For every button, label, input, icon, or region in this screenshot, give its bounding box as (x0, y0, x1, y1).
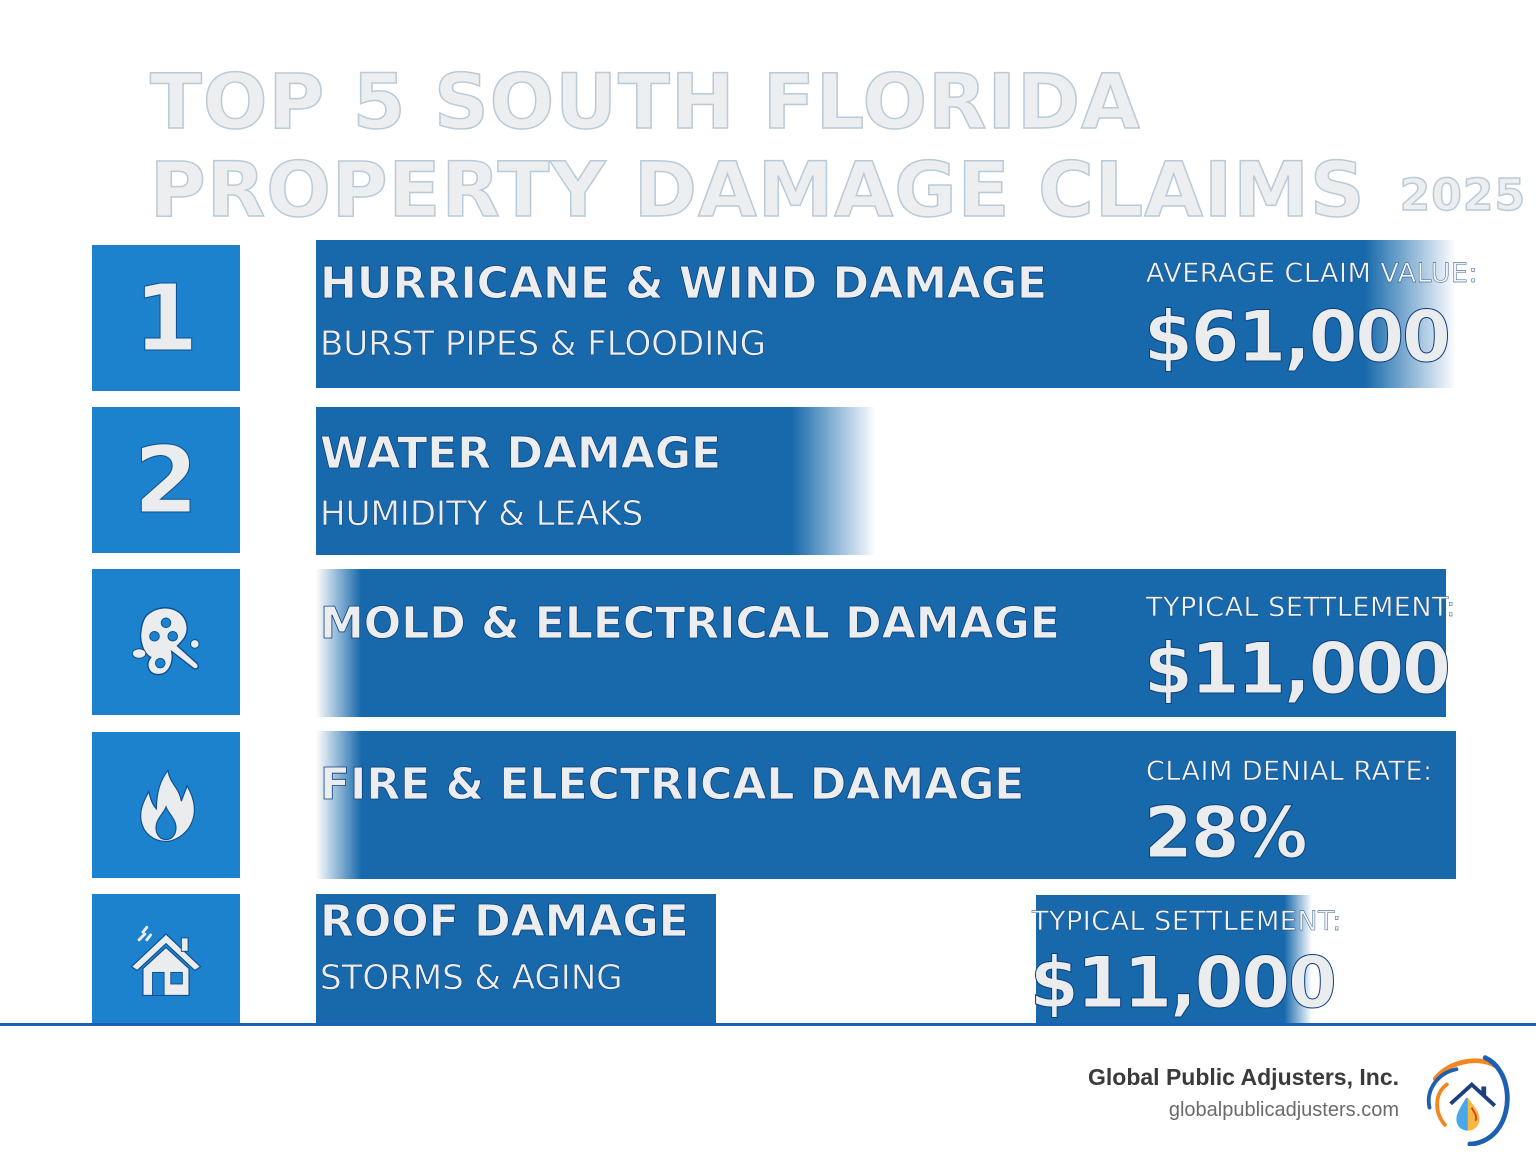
claim-title-4: FIRE & ELECTRICAL DAMAGE (320, 759, 1025, 811)
claim-bar-4 (316, 731, 1456, 879)
claim-title-1: HURRICANE & WIND DAMAGE (320, 258, 1048, 310)
claim-title-5: ROOF DAMAGE (320, 896, 689, 948)
company-logo-icon (1426, 1055, 1510, 1146)
stat-value-3: $11,000 (1144, 628, 1452, 711)
stat-value-1: $61,000 (1144, 296, 1452, 379)
title-line-1: TOP 5 SOUTH FLORIDA (149, 57, 1141, 147)
title-line-2-text: PROPERTY DAMAGE CLAIMS (149, 145, 1366, 235)
claim-subtitle-1: BURST PIPES & FLOODING (320, 324, 767, 365)
company-name: Global Public Adjusters, Inc. (1088, 1064, 1399, 1090)
stat-label-5: TYPICAL SETTLEMENT: (1032, 906, 1342, 937)
rank-number-1: 1 (133, 264, 198, 372)
house-icon (130, 925, 202, 997)
claim-title-2: WATER DAMAGE (320, 428, 722, 480)
title-line-2: PROPERTY DAMAGE CLAIMS 2025 (149, 145, 1527, 240)
claim-bar-1 (316, 240, 1456, 388)
claim-bar-5 (316, 894, 716, 1024)
stat-label-1: AVERAGE CLAIM VALUE: (1146, 258, 1479, 289)
claim-bar-2 (316, 407, 876, 555)
rank-badge-1: 1 (92, 245, 240, 391)
rank-badge-3 (92, 569, 240, 715)
rank-badge-4 (92, 732, 240, 878)
stat-value-5: $11,000 (1030, 942, 1338, 1025)
mold-icon (131, 607, 200, 676)
claim-subtitle-5: STORMS & AGING (320, 958, 623, 999)
company-url[interactable]: globalpublicadjusters.com (1168, 1099, 1399, 1121)
claim-title-3: MOLD & ELECTRICAL DAMAGE (320, 598, 1061, 650)
stat-label-3: TYPICAL SETTLEMENT: (1146, 592, 1456, 623)
stat-value-4: 28% (1144, 792, 1309, 875)
flame-icon (140, 769, 195, 843)
claim-bar-3 (316, 569, 1446, 717)
rank-number-2: 2 (133, 426, 198, 534)
rank-badge-2: 2 (92, 407, 240, 553)
rank-badge-5 (92, 894, 240, 1024)
stat-box-5 (1036, 895, 1312, 1023)
footer-divider (0, 1023, 1536, 1026)
claim-subtitle-2: HUMIDITY & LEAKS (320, 494, 644, 535)
page-title: TOP 5 SOUTH FLORIDA PROPERTY DAMAGE CLAI… (149, 57, 1527, 240)
title-year: 2025 (1399, 169, 1527, 222)
stat-label-4: CLAIM DENIAL RATE: (1146, 756, 1433, 787)
